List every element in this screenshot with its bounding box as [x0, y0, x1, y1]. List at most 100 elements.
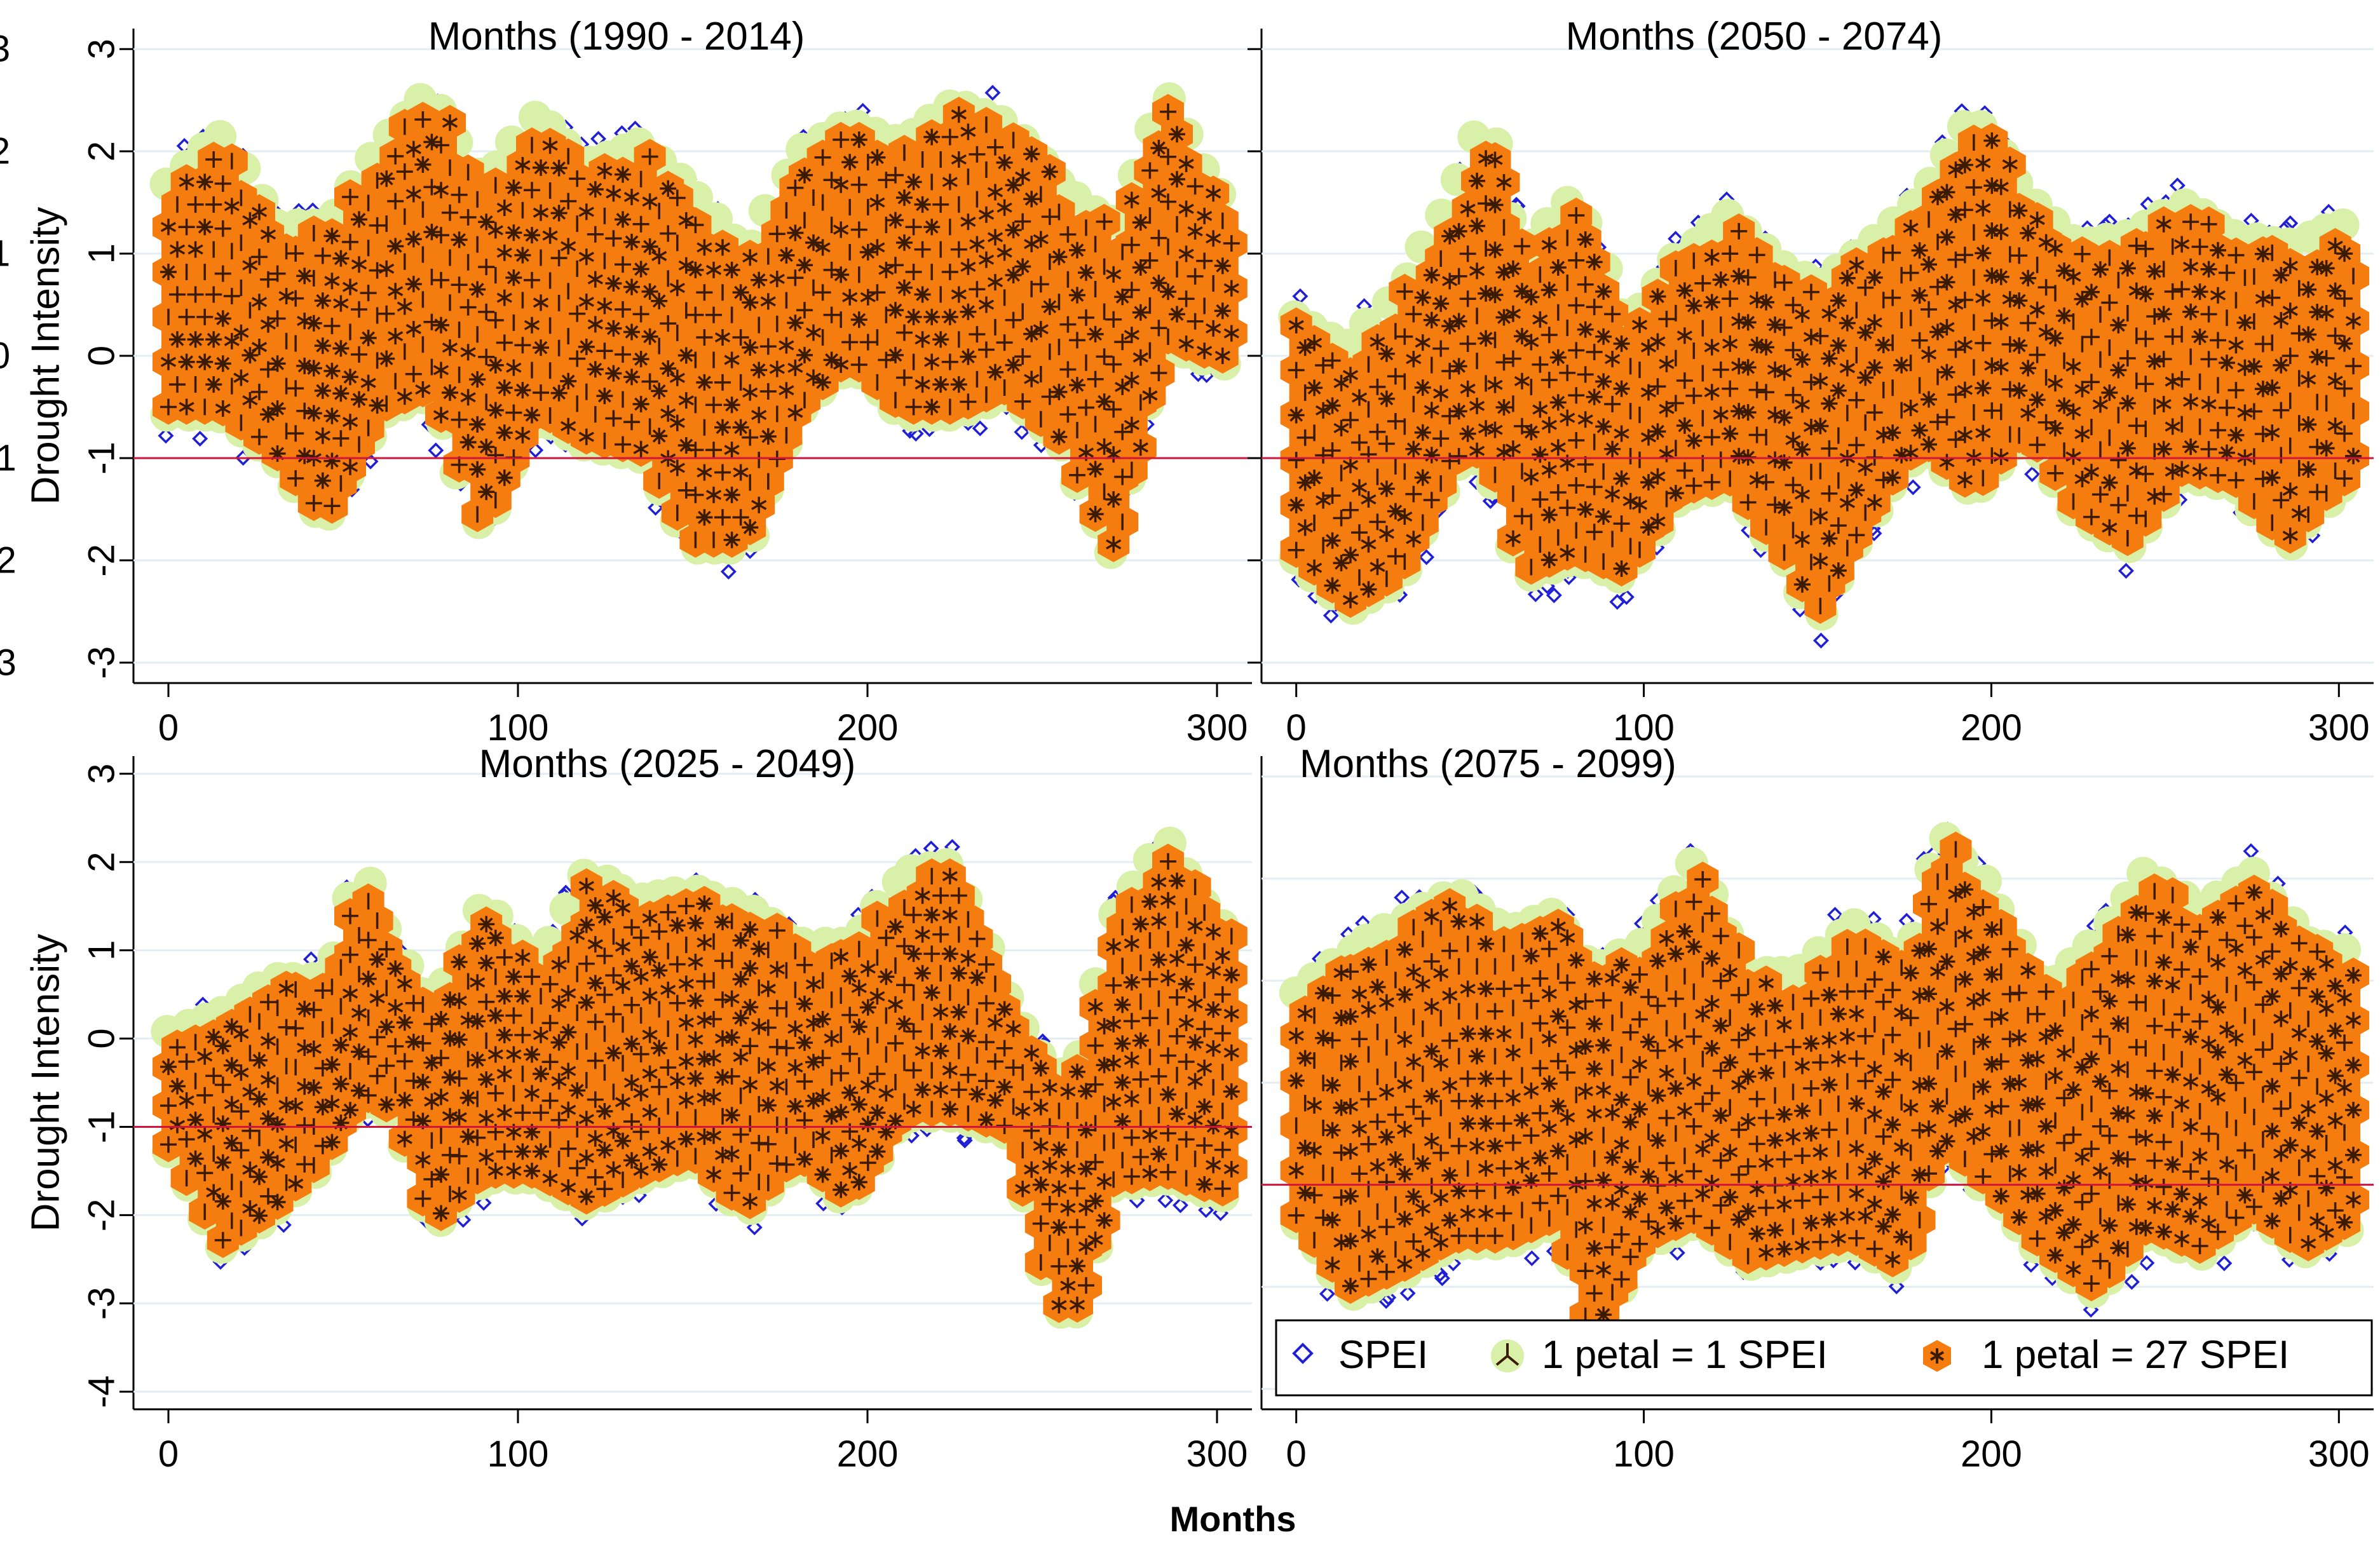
- sunflower-petal: [796, 302, 813, 319]
- sunflower-petal: [2300, 416, 2317, 433]
- sunflower-petal: [1613, 560, 1630, 577]
- sunflower-petal: [332, 1114, 350, 1132]
- sunflower-petal: [305, 494, 322, 511]
- sunflower-petal: [1722, 425, 1739, 442]
- sunflower-petal: [960, 348, 977, 365]
- sunflower-petal: [842, 288, 858, 306]
- sunflower-petal: [678, 257, 694, 274]
- sunflower-petal: [814, 1010, 831, 1027]
- sunflower-petal: [1830, 337, 1847, 354]
- sunflower-petal: [732, 419, 749, 436]
- sunflower-petal: [914, 965, 931, 982]
- sunflower-petal: [623, 1035, 640, 1052]
- sunflower-petal: [823, 351, 840, 369]
- sunflower-petal: [878, 172, 895, 189]
- sunflower-petal: [414, 111, 432, 128]
- sunflower-petal: [1450, 222, 1467, 240]
- sunflower-petal: [323, 498, 341, 515]
- sunflower-petal: [496, 379, 513, 396]
- sunflower-petal: [524, 1162, 540, 1179]
- sunflower-petal: [859, 243, 876, 261]
- sunflower-petal: [442, 114, 458, 132]
- sunflower-petal: [1793, 441, 1811, 458]
- spei-point: [1905, 479, 1921, 496]
- sunflower-petal: [469, 935, 486, 952]
- y-tick-label: 2: [0, 131, 10, 172]
- y-tick-label: -4: [81, 1375, 123, 1408]
- sunflower-petal: [578, 294, 594, 311]
- sunflower-petal: [633, 440, 649, 457]
- sunflower-petal: [351, 346, 367, 363]
- sunflower-petal: [2155, 306, 2172, 323]
- sunflower-petal: [433, 407, 449, 424]
- sunflower-petal: [342, 369, 358, 386]
- sunflower-petal: [623, 233, 640, 250]
- sunflower-petal: [269, 400, 286, 417]
- sunflower-petal: [496, 199, 512, 216]
- sunflower-petal: [1685, 297, 1703, 315]
- sunflower-petal: [569, 305, 586, 322]
- sunflower-petal: [160, 219, 177, 236]
- sunflower-petal: [660, 180, 677, 197]
- sunflower-petal: [823, 172, 840, 189]
- sunflower-petal: [905, 264, 922, 281]
- sunflower-petal: [751, 271, 768, 288]
- sunflower-petal: [415, 381, 431, 398]
- sunflower-petal: [696, 329, 713, 346]
- sunflower-petal: [260, 271, 276, 288]
- sunflower-petal: [732, 284, 749, 301]
- sunflower-petal: [768, 226, 785, 243]
- y-tick-label: 0: [81, 346, 123, 366]
- sunflower-petal: [769, 360, 785, 377]
- sunflower-petal: [1975, 379, 1992, 396]
- sunflower-petal: [932, 376, 949, 393]
- sunflower-petal: [515, 426, 531, 444]
- sunflower-petal: [841, 154, 859, 171]
- sunflower-petal: [378, 170, 395, 187]
- sunflower-petal: [496, 289, 512, 306]
- sunflower-petal: [697, 464, 712, 481]
- sunflower-petal: [1604, 440, 1621, 457]
- y-tick-label: 1: [81, 940, 123, 960]
- sunflower-petal: [714, 239, 731, 256]
- sunflower-petal: [850, 1174, 867, 1191]
- sunflower-petal: [378, 1096, 395, 1113]
- sunflower-petal: [605, 365, 622, 382]
- sunflower-petal: [723, 396, 740, 414]
- sunflower-petal: [987, 363, 1003, 381]
- sunflower-petal: [960, 303, 977, 320]
- y-tick-label: -3: [0, 642, 17, 683]
- sunflower-petal: [505, 179, 522, 196]
- sunflower-petal: [1595, 283, 1612, 300]
- sunflower-petal: [1486, 241, 1504, 259]
- sunflower-petal: [578, 916, 595, 933]
- sunflower-petal: [459, 208, 477, 226]
- sunflower-petal: [205, 286, 222, 303]
- sunflower-petal: [787, 224, 804, 241]
- sunflower-petal: [796, 346, 813, 363]
- sunflower-petal: [1540, 281, 1558, 299]
- sunflower-petal: [814, 149, 831, 166]
- sunflower-petal: [2210, 241, 2226, 259]
- sunflower-petal: [1132, 304, 1149, 321]
- sunflower-petal: [2182, 303, 2200, 320]
- spei-point: [1157, 1192, 1174, 1209]
- sunflower-petal: [1586, 388, 1603, 405]
- sunflower-petal: [550, 384, 568, 402]
- sunflower-petal: [160, 398, 177, 416]
- sunflower-petal: [869, 1143, 886, 1160]
- sunflower-petal: [1450, 358, 1467, 375]
- sunflower-petal: [615, 301, 631, 318]
- sunflower-petal: [1288, 496, 1305, 513]
- spei-point: [972, 420, 988, 437]
- sunflower-petal: [314, 292, 331, 309]
- sunflower-petal: [169, 286, 186, 303]
- sunflower-petal: [2273, 356, 2290, 374]
- sunflower-petal: [615, 346, 631, 363]
- sunflower-petal: [1712, 271, 1729, 288]
- sunflower-petal: [550, 250, 568, 267]
- y-axis-label: Drought Intensity: [24, 207, 68, 505]
- sunflower-petal: [859, 1115, 876, 1132]
- sunflower-petal: [796, 257, 813, 274]
- sunflower-petal: [478, 916, 495, 933]
